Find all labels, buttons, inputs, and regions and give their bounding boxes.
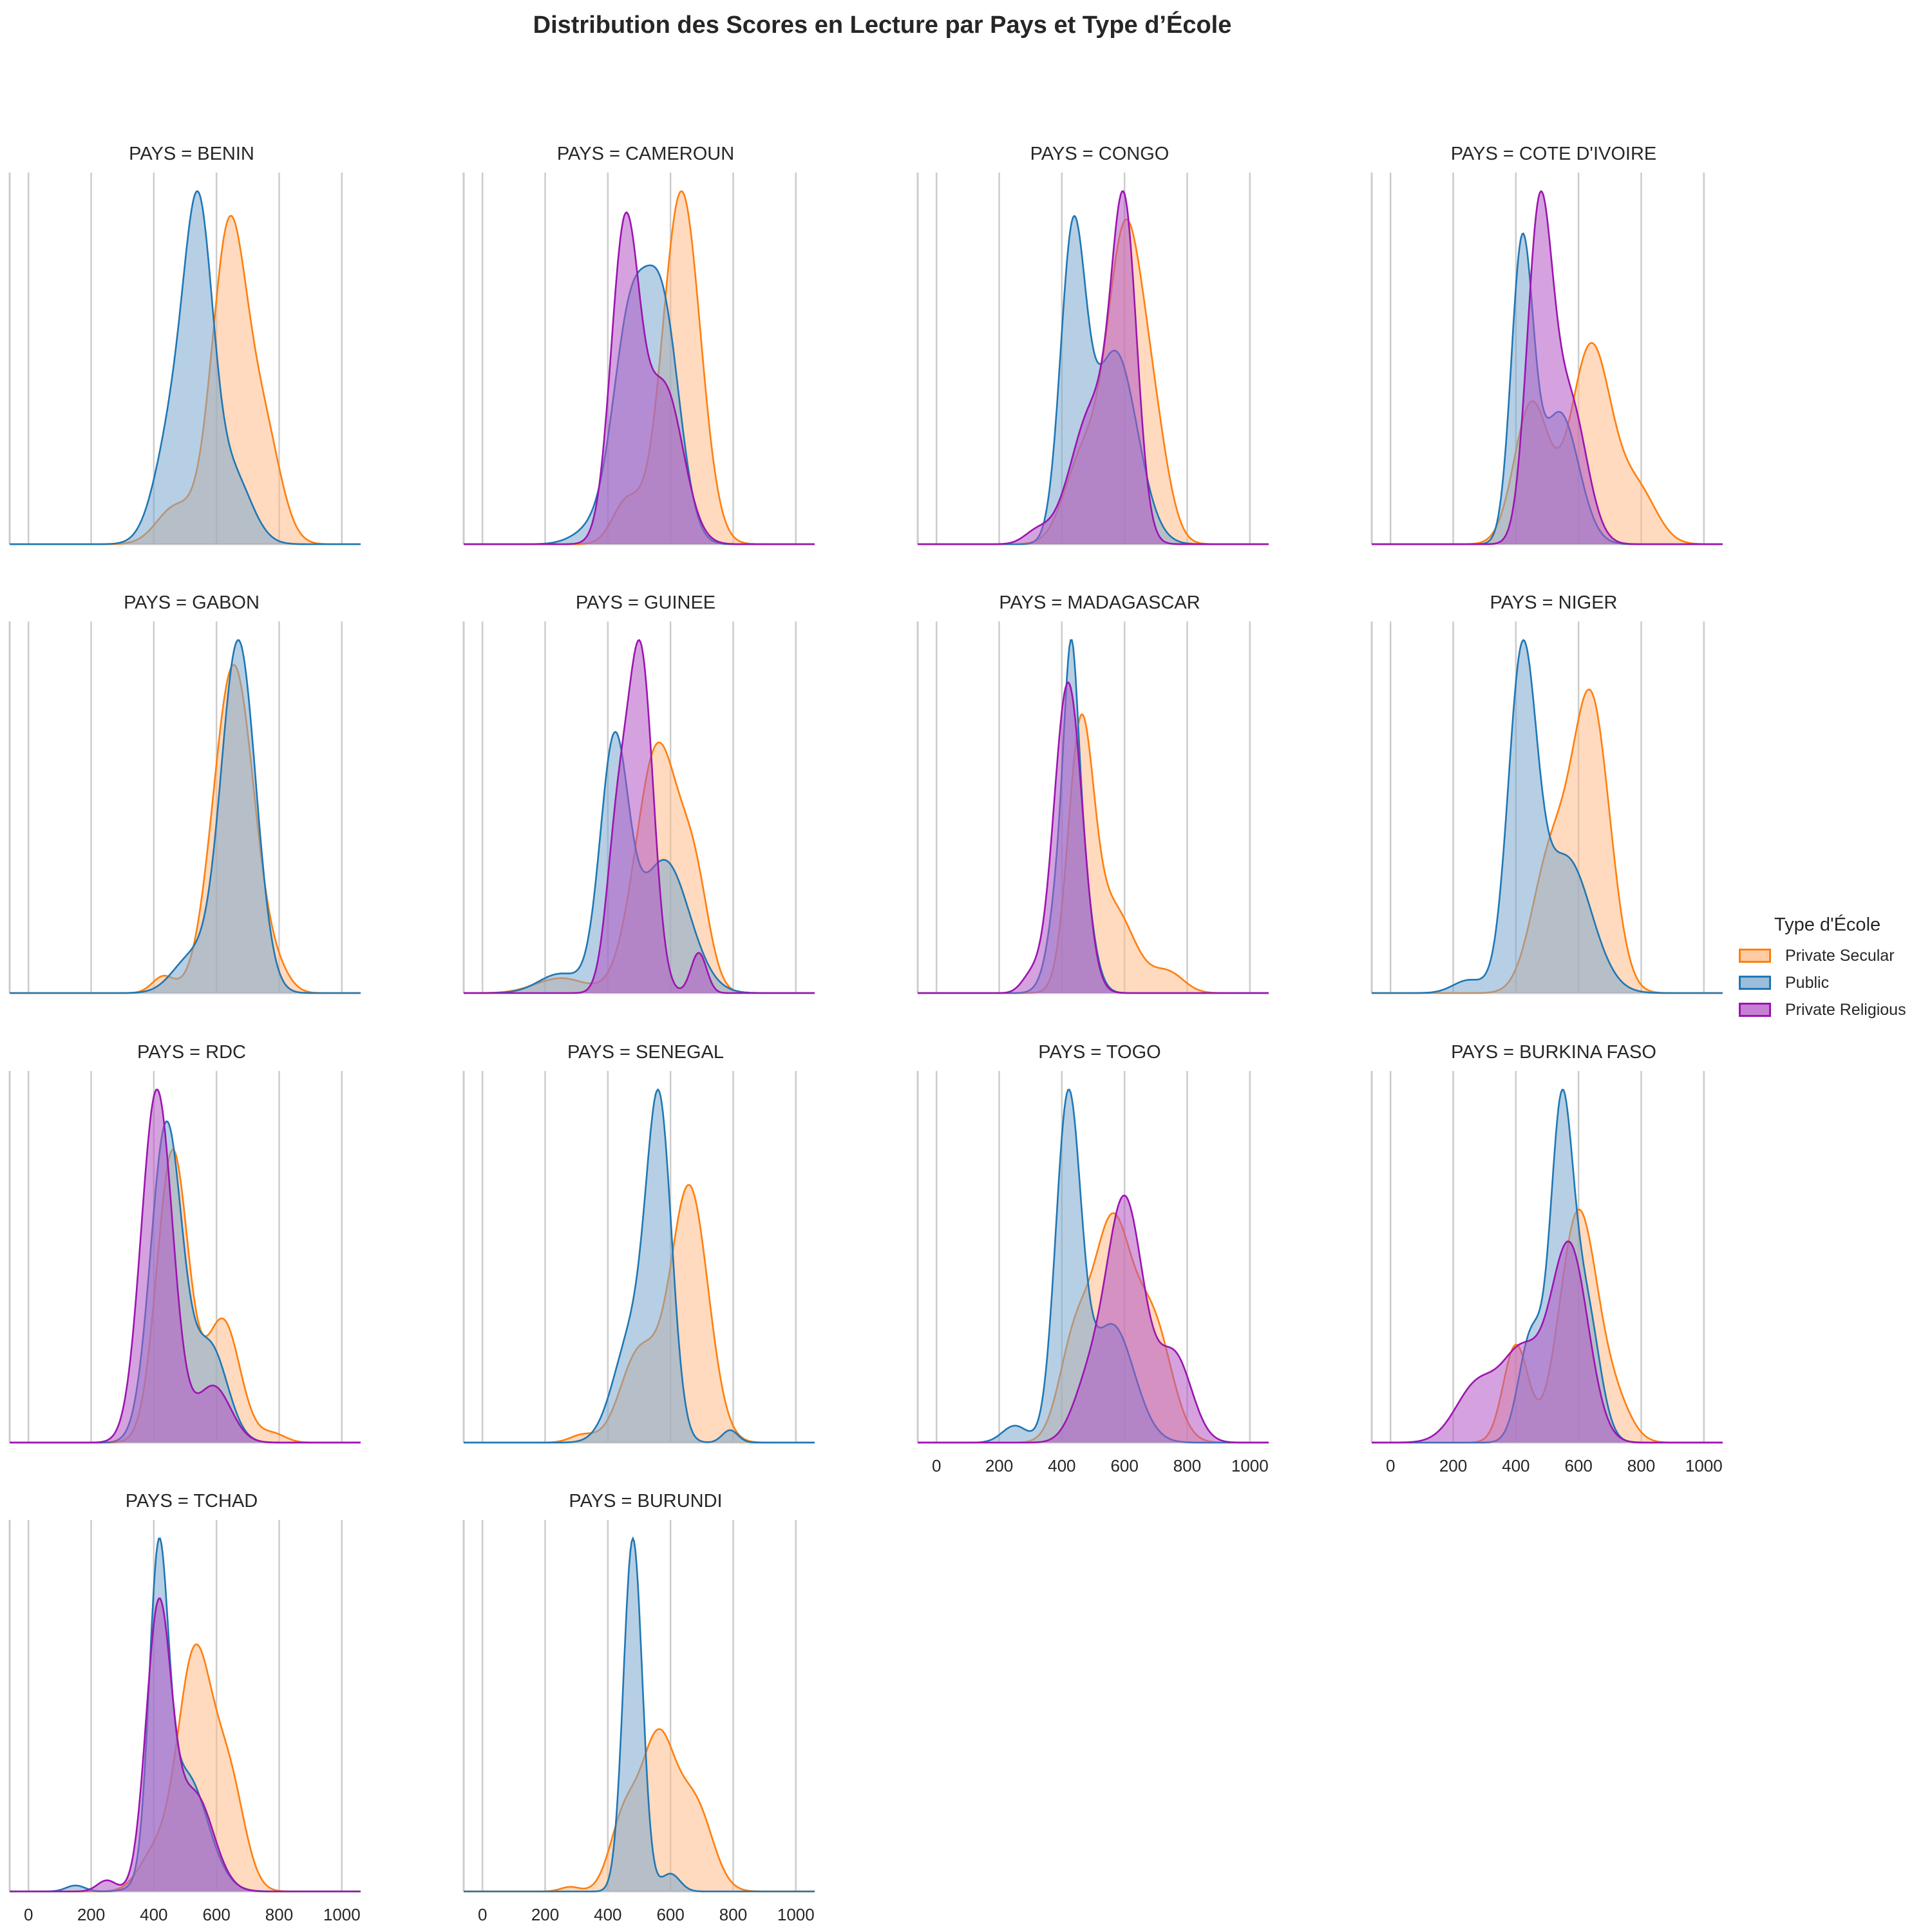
kde-line-private-religious [10,1088,361,1444]
legend-item-public[interactable]: Public [1739,969,1932,996]
legend-swatch-public [1739,976,1771,990]
kde-area-private-religious [10,1089,361,1443]
kde-area-private-religious [464,639,815,993]
kde-area-public [918,216,1269,544]
kde-line-private-religious [918,1194,1269,1444]
kde-area-public [10,191,361,544]
x-tick-label: 1000 [323,1905,361,1924]
kde-area-private-religious [1372,191,1723,544]
facet-title: PAYS = SENEGAL [567,1042,724,1063]
facet-title: PAYS = BURKINA FASO [1451,1042,1656,1063]
kde-line-public [10,190,361,545]
x-tick-label: 1000 [1685,1456,1723,1475]
x-tick-label: 0 [24,1905,33,1924]
x-tick-label: 800 [1173,1456,1201,1475]
x-tick-label: 400 [140,1905,167,1924]
legend-title: Type d'École [1774,914,1881,935]
facet-title: PAYS = RDC [137,1042,246,1063]
x-tick-label: 200 [985,1456,1013,1475]
facet-title: PAYS = TCHAD [126,1491,258,1511]
facet-title: PAYS = TOGO [1038,1042,1160,1063]
kde-area-public [10,1121,361,1443]
kde-area-public [464,1538,815,1891]
legend-swatch-private-religious [1739,1003,1771,1017]
legend-label: Private Religious [1785,1000,1906,1019]
kde-line-private-religious [918,190,1269,545]
facet-panel-cameroun: PAYS = CAMEROUN [462,144,815,545]
kde-area-private-religious [918,191,1269,544]
facet-panel-cote-d-ivoire: PAYS = COTE D'IVOIRE [1370,144,1723,545]
kde-area-public [1372,1089,1723,1443]
kde-area-public [1372,639,1723,993]
facet-panel-burundi: PAYS = BURUNDI 0 200 400 600 800 1000 [462,1491,815,1924]
facet-panel-rdc: PAYS = RDC [8,1042,361,1444]
kde-line-public [464,1536,815,1893]
facet-title: PAYS = MADAGASCAR [999,592,1200,613]
facet-panel-benin: PAYS = BENIN [8,144,361,545]
kde-line-public [464,1088,815,1444]
kde-area-public [10,639,361,993]
kde-area-private-religious [464,212,815,544]
x-tick-label: 400 [594,1905,621,1924]
chart-title: Distribution des Scores en Lecture par P… [533,12,1232,39]
legend-item-private-secular[interactable]: Private Secular [1739,942,1932,969]
kde-line-private-religious [1372,1240,1723,1444]
kde-line-private-religious [918,681,1269,994]
x-tick-label: 600 [656,1905,684,1924]
x-tick-label: 1000 [777,1905,815,1924]
kde-area-private-religious [10,1598,361,1891]
kde-line-private-religious [464,211,815,545]
x-tick-label: 800 [1627,1456,1655,1475]
facet-panel-gabon: PAYS = GABON [8,592,361,994]
x-tick-label: 600 [1110,1456,1138,1475]
kde-area-private-religious [1372,1241,1723,1443]
x-tick-label: 0 [1386,1456,1395,1475]
x-tick-label: 400 [1048,1456,1075,1475]
facet-title: PAYS = BURUNDI [569,1491,722,1511]
kde-line-public [1372,639,1723,994]
kde-line-private-religious [464,639,815,994]
facet-title: PAYS = GUINEE [576,592,715,613]
kde-area-private-religious [918,1195,1269,1443]
facet-title: PAYS = COTE D'IVOIRE [1451,144,1657,164]
kde-area-private-secular [10,216,361,544]
legend-item-private-religious[interactable]: Private Religious [1739,996,1932,1023]
x-tick-label: 1000 [1231,1456,1269,1475]
x-tick-label: 200 [1439,1456,1467,1475]
x-tick-label: 400 [1502,1456,1530,1475]
facet-panel-congo: PAYS = CONGO [916,144,1269,545]
facet-panel-togo: PAYS = TOGO 0 200 400 600 800 1000 [916,1042,1269,1475]
kde-line-private-religious [10,1597,361,1893]
kde-area-public [464,1089,815,1443]
kde-area-private-secular [10,665,361,993]
legend-label: Private Secular [1785,946,1895,965]
facet-title: PAYS = CONGO [1030,144,1170,164]
legend-label: Public [1785,973,1830,992]
x-tick-label: 200 [77,1905,105,1924]
x-tick-label: 600 [1564,1456,1592,1475]
facet-title: PAYS = CAMEROUN [557,144,734,164]
x-tick-label: 200 [531,1905,559,1924]
x-tick-label: 800 [265,1905,293,1924]
kde-line-public [10,639,361,994]
x-tick-label: 600 [202,1905,230,1924]
facet-panel-burkina-faso: PAYS = BURKINA FASO 0 200 400 600 800 1000 [1370,1042,1723,1475]
kde-line-private-religious [1372,190,1723,545]
x-tick-label: 0 [932,1456,941,1475]
facet-panel-niger: PAYS = NIGER [1370,592,1723,994]
x-tick-label: 800 [719,1905,747,1924]
x-tick-label: 0 [478,1905,487,1924]
facet-title: PAYS = BENIN [129,144,254,164]
kde-area-private-secular [918,714,1269,993]
facet-title: PAYS = GABON [124,592,260,613]
facet-panel-senegal: PAYS = SENEGAL [462,1042,815,1444]
kde-line-private-secular [10,663,361,994]
facet-panel-tchad: PAYS = TCHAD 0 200 400 600 800 1000 [8,1491,361,1924]
legend-swatch-private-secular [1739,949,1771,963]
facet-title: PAYS = NIGER [1490,592,1618,613]
legend: Type d'École Private Secular Public Priv… [1739,914,1932,1023]
facet-panel-madagascar: PAYS = MADAGASCAR [916,592,1269,994]
facet-panel-guinee: PAYS = GUINEE [462,592,815,994]
